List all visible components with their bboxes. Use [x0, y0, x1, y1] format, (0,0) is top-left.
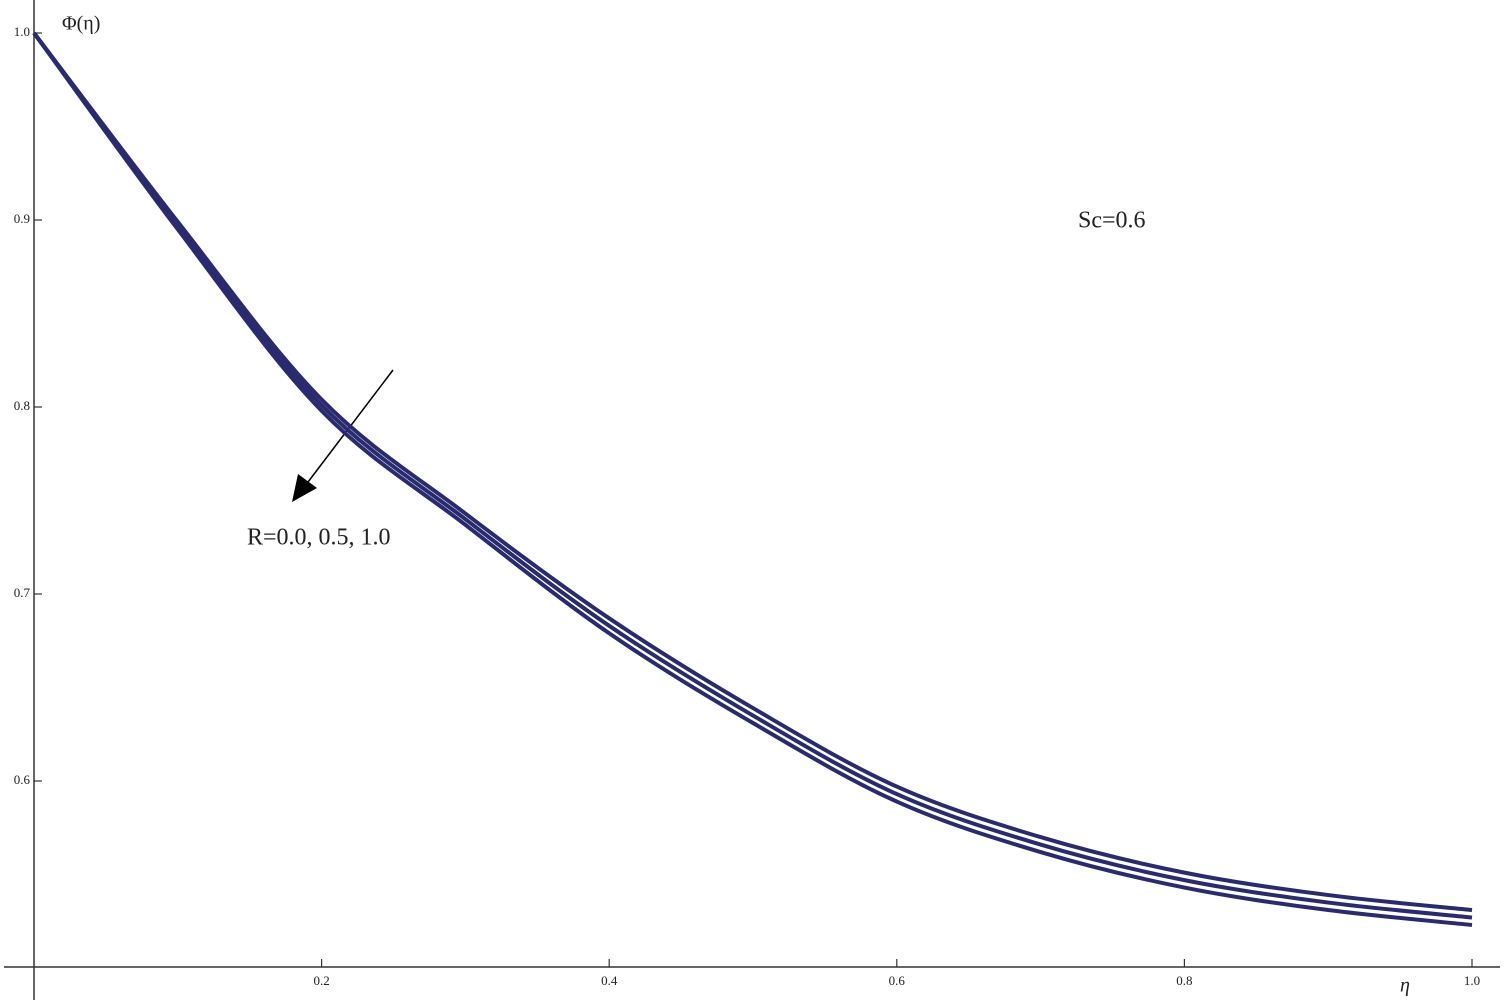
annotation: R=0.0, 0.5, 1.0: [247, 525, 391, 551]
line-series: [32, 31, 1473, 920]
arrow-head: [292, 474, 317, 502]
y-tick-label: 0.6: [14, 772, 31, 787]
y-tick-label: 1.0: [14, 24, 30, 39]
x-tick-label: 0.4: [601, 973, 618, 988]
x-tick-label: 1.0: [1464, 973, 1480, 988]
arrow-shaft: [304, 369, 394, 487]
y-tick-label: 0.9: [14, 211, 30, 226]
x-tick-label: 0.2: [313, 973, 329, 988]
line-series: [32, 31, 1473, 913]
y-axis-label: Φ(η): [62, 13, 100, 35]
x-tick-label: 0.8: [1176, 973, 1192, 988]
annotation: Sc=0.6: [1078, 208, 1146, 234]
x-tick-label: 0.6: [889, 973, 906, 988]
y-tick-label: 0.8: [14, 398, 30, 413]
x-axis-label: η: [1400, 975, 1410, 997]
y-tick-label: 0.7: [14, 585, 31, 600]
line-series: [32, 31, 1473, 927]
